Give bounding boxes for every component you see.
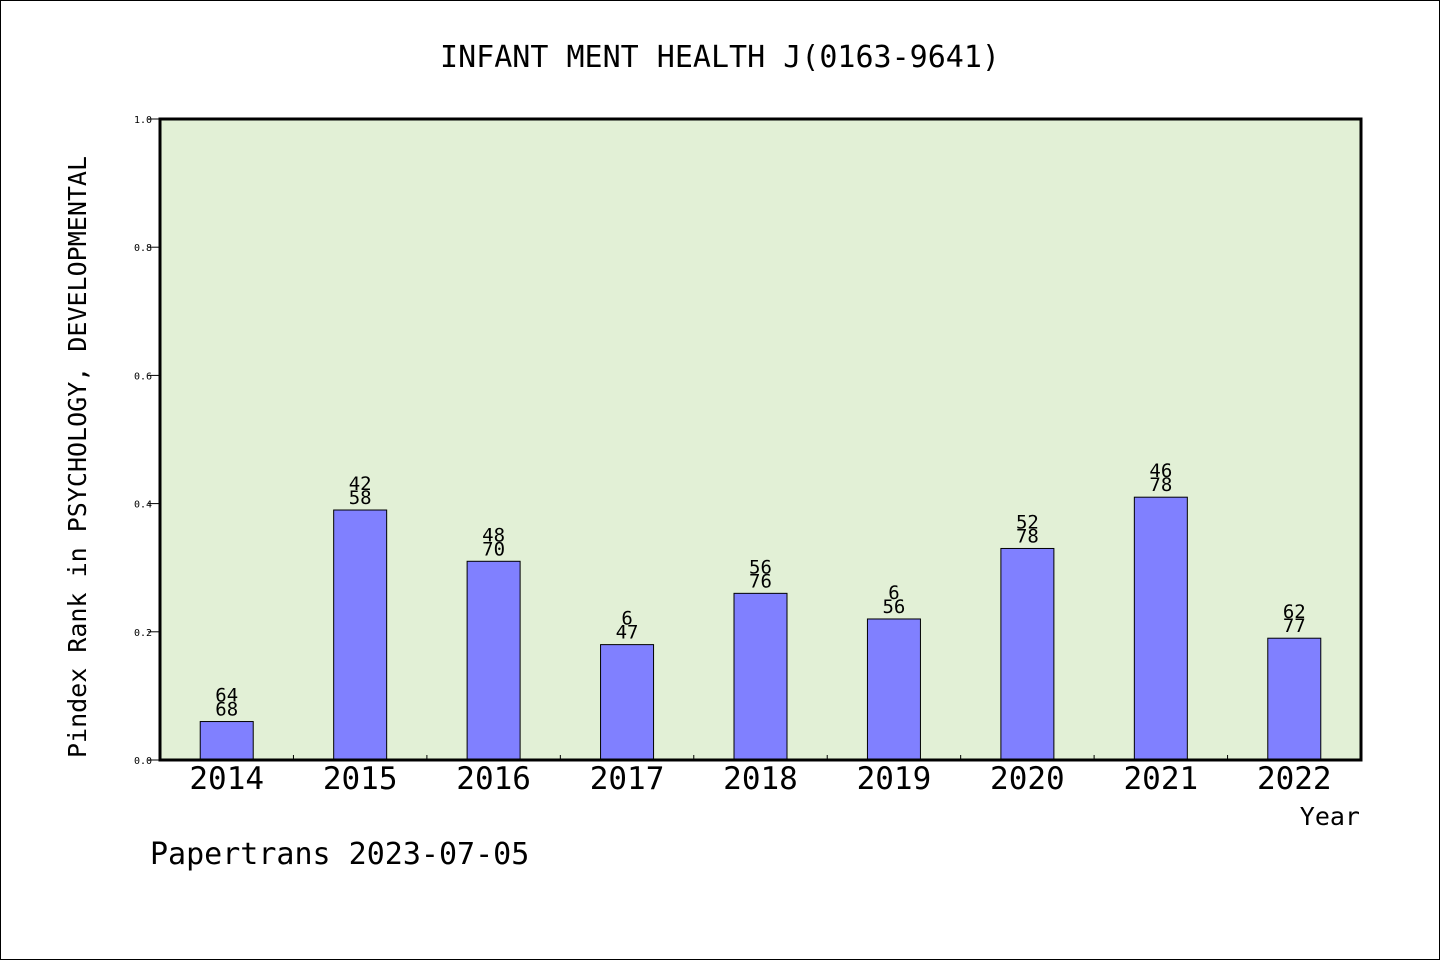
- bar-label-top-2018: 56: [749, 556, 772, 578]
- x-tick-label-2014: 2014: [189, 761, 264, 797]
- bar-label-top-2017: 6: [621, 608, 632, 630]
- bar-label-top-2019: 6: [888, 582, 899, 604]
- x-tick-label-2021: 2021: [1124, 761, 1199, 797]
- x-tick-label-2020: 2020: [990, 761, 1065, 797]
- bar-label-top-2021: 46: [1149, 460, 1172, 482]
- x-axis: 2014 2015 2016 2017 2018 2019 2020 2021 2022: [189, 755, 1332, 797]
- bar-2020: [1000, 547, 1055, 761]
- bar-label-bottom-2015: 58: [349, 487, 372, 509]
- chart-title: INFANT MENT HEALTH J(0163-9641): [440, 40, 1000, 75]
- bar-2016: [466, 560, 521, 761]
- bar-2022: [1267, 637, 1322, 761]
- bar-label-bottom-2017: 47: [616, 622, 639, 644]
- y-tick-label: 0.6: [134, 371, 152, 382]
- y-tick-label: 0.4: [134, 500, 152, 511]
- bar-label-bottom-2020: 78: [1016, 525, 1039, 547]
- footer-credit: Papertrans 2023-07-05: [150, 837, 529, 872]
- plot-border: [158, 117, 1363, 762]
- y-axis: 0.0 0.2 0.4 0.6 0.8 1.0: [134, 115, 160, 767]
- bar-label-top-2022: 62: [1283, 601, 1306, 623]
- bar-2015: [333, 509, 388, 761]
- x-tick-label-2015: 2015: [323, 761, 398, 797]
- bar-label-bottom-2022: 77: [1283, 615, 1306, 637]
- x-axis-label: Year: [1300, 802, 1360, 831]
- bar-2014: [199, 721, 254, 761]
- y-tick-label: 0.0: [134, 756, 152, 767]
- bar-2021: [1133, 496, 1188, 761]
- bar-label-bottom-2018: 76: [749, 570, 772, 592]
- y-tick-label: 0.8: [134, 243, 152, 254]
- x-tick-label-2016: 2016: [456, 761, 531, 797]
- bar-label-top-2020: 52: [1016, 511, 1039, 533]
- bars-group: [199, 496, 1322, 761]
- y-tick-label: 0.2: [134, 628, 152, 639]
- bar-label-bottom-2019: 56: [882, 596, 905, 618]
- bar-2017: [600, 644, 655, 761]
- y-axis-label: Pindex Rank in PSYCHOLOGY, DEVELOPMENTAL: [63, 156, 92, 758]
- x-tick-label-2018: 2018: [723, 761, 798, 797]
- bar-label-bottom-2016: 70: [482, 538, 505, 560]
- bar-label-top-2014: 64: [215, 685, 238, 707]
- x-tick-label-2022: 2022: [1257, 761, 1332, 797]
- x-tick-label-2017: 2017: [590, 761, 665, 797]
- x-tick-label-2019: 2019: [857, 761, 932, 797]
- y-tick-label: 1.0: [134, 115, 152, 126]
- bar-label-top-2016: 48: [482, 524, 505, 546]
- bar-2018: [733, 592, 788, 761]
- bar-label-bottom-2021: 78: [1149, 474, 1172, 496]
- bar-label-top-2015: 42: [349, 473, 372, 495]
- bar-label-bottom-2014: 68: [215, 699, 238, 721]
- bar-2019: [866, 618, 921, 761]
